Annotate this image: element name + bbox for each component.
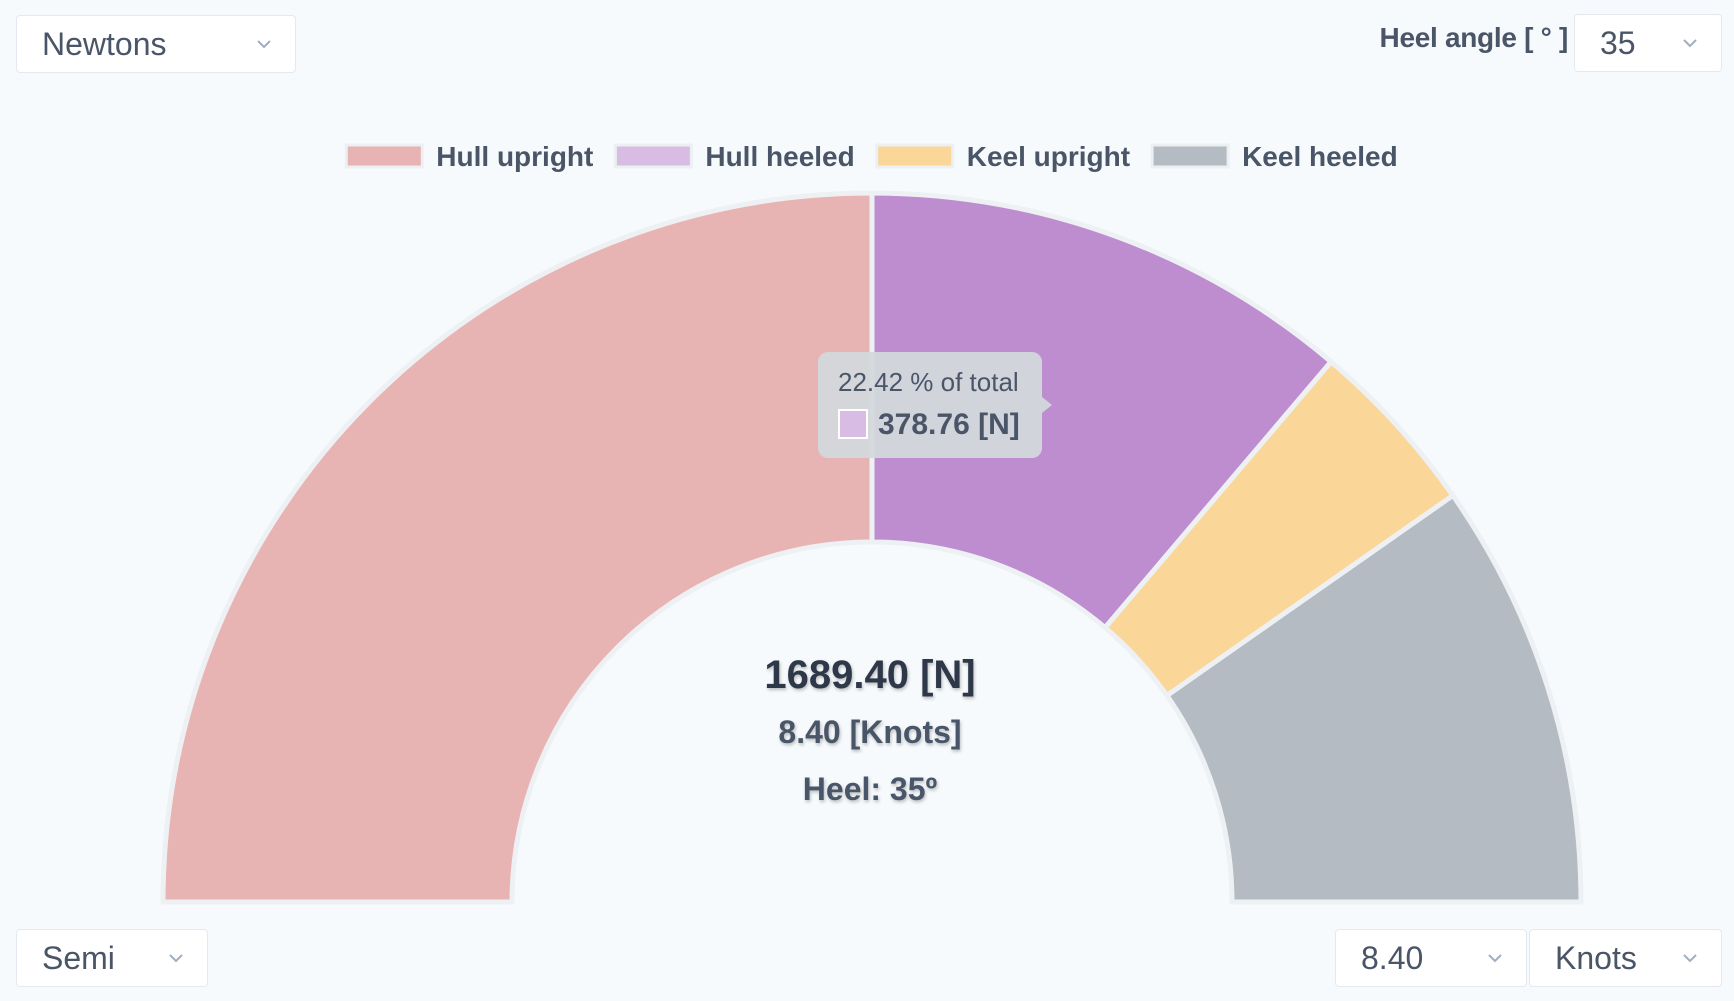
slice-hull-upright[interactable] — [160, 190, 875, 905]
slice-hull-heeled[interactable] — [869, 190, 1334, 631]
hull-type-select[interactable]: Semi — [16, 929, 208, 987]
legend-item-hull-upright[interactable]: Hull upright — [344, 141, 593, 172]
tooltip-caret — [1042, 397, 1052, 413]
heel-angle-select-value: 35 — [1600, 24, 1636, 61]
center-total: 1689.40 [N] — [764, 653, 975, 697]
legend-swatch — [344, 143, 424, 169]
tooltip-box — [818, 352, 1042, 458]
chevron-down-icon — [1486, 952, 1504, 964]
chevron-down-icon — [1681, 952, 1699, 964]
chevron-down-icon — [167, 952, 185, 964]
legend-item-keel-upright[interactable]: Keel upright — [875, 141, 1130, 172]
speed-unit-select[interactable]: Knots — [1529, 929, 1722, 987]
tooltip-value: 378.76 [N] — [878, 408, 1020, 441]
speed-unit-select-value: Knots — [1555, 939, 1637, 976]
unit-select-value: Newtons — [42, 25, 167, 62]
heel-angle-select[interactable]: 35 — [1574, 14, 1722, 72]
chart-center-text: 1689.40 [N] 8.40 [Knots] Heel: 35º — [764, 653, 975, 807]
legend-label: Keel heeled — [1242, 141, 1398, 172]
speed-select[interactable]: 8.40 — [1335, 929, 1527, 987]
speed-select-value: 8.40 — [1361, 939, 1424, 976]
legend-item-keel-heeled[interactable]: Keel heeled — [1150, 141, 1398, 172]
heel-angle-label: Heel angle [ ° ] — [1379, 22, 1569, 53]
center-heel: Heel: 35º — [803, 771, 938, 807]
slice-keel-heeled[interactable] — [1164, 493, 1584, 905]
legend-swatch — [1150, 143, 1230, 169]
chevron-down-icon — [1681, 37, 1699, 49]
legend-label: Keel upright — [967, 141, 1130, 172]
chevron-down-icon — [255, 38, 273, 50]
tooltip-swatch — [838, 409, 868, 439]
legend-swatch — [613, 143, 693, 169]
unit-select[interactable]: Newtons — [16, 15, 296, 73]
chart-slices — [160, 190, 1584, 905]
legend-label: Hull heeled — [705, 141, 854, 172]
chart-tooltip: 22.42 % of total 378.76 [N] — [818, 352, 1052, 458]
legend-swatch — [875, 143, 955, 169]
chart-legend: Hull upright Hull heeled Keel upright Keel … — [344, 141, 1398, 172]
hull-type-select-value: Semi — [42, 939, 115, 976]
legend-item-hull-heeled[interactable]: Hull heeled — [613, 141, 855, 172]
legend-label: Hull upright — [436, 141, 593, 172]
tooltip-percent: 22.42 % of total — [838, 367, 1019, 397]
center-speed: 8.40 [Knots] — [778, 714, 961, 750]
